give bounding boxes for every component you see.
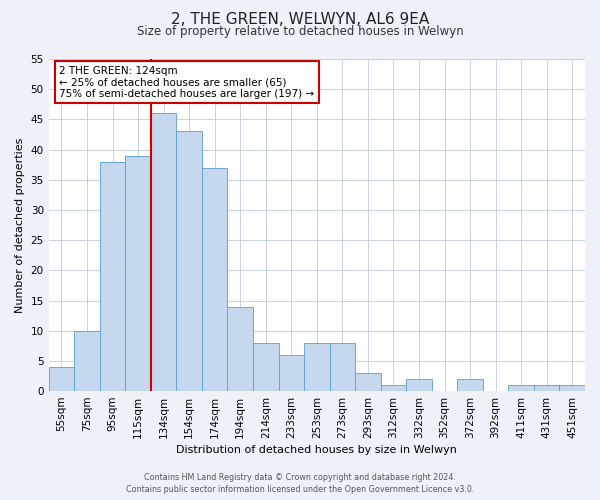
Text: Contains HM Land Registry data © Crown copyright and database right 2024.
Contai: Contains HM Land Registry data © Crown c… — [126, 472, 474, 494]
Bar — [125, 156, 151, 391]
Bar — [380, 385, 406, 391]
Bar — [49, 367, 74, 391]
Bar — [176, 132, 202, 391]
Bar — [151, 114, 176, 391]
Text: Size of property relative to detached houses in Welwyn: Size of property relative to detached ho… — [137, 25, 463, 38]
Bar — [278, 355, 304, 391]
Y-axis label: Number of detached properties: Number of detached properties — [15, 138, 25, 312]
Bar — [508, 385, 534, 391]
Bar — [253, 343, 278, 391]
Bar — [355, 373, 380, 391]
Bar — [329, 343, 355, 391]
Bar — [406, 379, 432, 391]
Bar — [457, 379, 483, 391]
Bar — [74, 330, 100, 391]
Bar — [304, 343, 329, 391]
X-axis label: Distribution of detached houses by size in Welwyn: Distribution of detached houses by size … — [176, 445, 457, 455]
Bar — [559, 385, 585, 391]
Bar — [227, 306, 253, 391]
Text: 2, THE GREEN, WELWYN, AL6 9EA: 2, THE GREEN, WELWYN, AL6 9EA — [171, 12, 429, 28]
Bar — [534, 385, 559, 391]
Bar — [202, 168, 227, 391]
Bar — [100, 162, 125, 391]
Text: 2 THE GREEN: 124sqm
← 25% of detached houses are smaller (65)
75% of semi-detach: 2 THE GREEN: 124sqm ← 25% of detached ho… — [59, 66, 314, 99]
